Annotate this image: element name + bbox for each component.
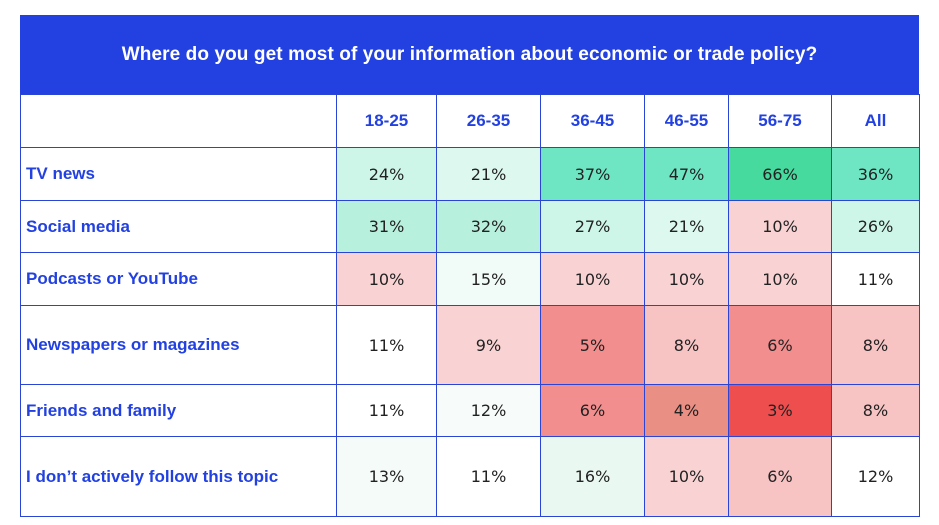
value-cell: 21% [436,147,541,201]
value-cell: 27% [540,200,645,253]
table-row: Newspapers or magazines 11% 9% 5% 8% 6% … [20,305,920,385]
value-cell: 26% [831,200,920,253]
table-row: TV news 24% 21% 37% 47% 66% 36% [20,147,920,201]
row-label: I don’t actively follow this topic [20,436,337,517]
value-cell: 10% [540,252,645,306]
value-cell: 6% [540,384,645,437]
value-cell: 5% [540,305,645,385]
column-header: 46-55 [644,94,729,148]
row-label: Podcasts or YouTube [20,252,337,306]
corner-cell [20,94,337,148]
data-table: 18-25 26-35 36-45 46-55 56-75 All TV new… [20,94,920,517]
header-row: 18-25 26-35 36-45 46-55 56-75 All [20,94,920,148]
column-header: 26-35 [436,94,541,148]
value-cell: 12% [436,384,541,437]
value-cell: 11% [336,384,437,437]
value-cell: 11% [336,305,437,385]
value-cell: 13% [336,436,437,517]
column-header: 56-75 [728,94,832,148]
value-cell: 21% [644,200,729,253]
column-header: All [831,94,920,148]
table-row: Friends and family 11% 12% 6% 4% 3% 8% [20,384,920,437]
value-cell: 6% [728,436,832,517]
column-header: 18-25 [336,94,437,148]
value-cell: 10% [336,252,437,306]
value-cell: 16% [540,436,645,517]
column-header: 36-45 [540,94,645,148]
value-cell: 31% [336,200,437,253]
value-cell: 8% [831,384,920,437]
value-cell: 10% [728,252,832,306]
table-row: Social media 31% 32% 27% 21% 10% 26% [20,200,920,253]
table-row: I don’t actively follow this topic 13% 1… [20,436,920,517]
value-cell: 10% [644,252,729,306]
value-cell: 10% [644,436,729,517]
value-cell: 4% [644,384,729,437]
value-cell: 66% [728,147,832,201]
value-cell: 3% [728,384,832,437]
value-cell: 12% [831,436,920,517]
value-cell: 6% [728,305,832,385]
value-cell: 10% [728,200,832,253]
value-cell: 15% [436,252,541,306]
value-cell: 11% [831,252,920,306]
row-label: TV news [20,147,337,201]
table-container: Where do you get most of your informatio… [20,15,920,517]
row-label: Friends and family [20,384,337,437]
value-cell: 36% [831,147,920,201]
value-cell: 11% [436,436,541,517]
value-cell: 9% [436,305,541,385]
table-row: Podcasts or YouTube 10% 15% 10% 10% 10% … [20,252,920,306]
value-cell: 8% [831,305,920,385]
value-cell: 37% [540,147,645,201]
value-cell: 24% [336,147,437,201]
value-cell: 32% [436,200,541,253]
value-cell: 47% [644,147,729,201]
row-label: Newspapers or magazines [20,305,337,385]
row-label: Social media [20,200,337,253]
value-cell: 8% [644,305,729,385]
table-title: Where do you get most of your informatio… [20,15,919,94]
